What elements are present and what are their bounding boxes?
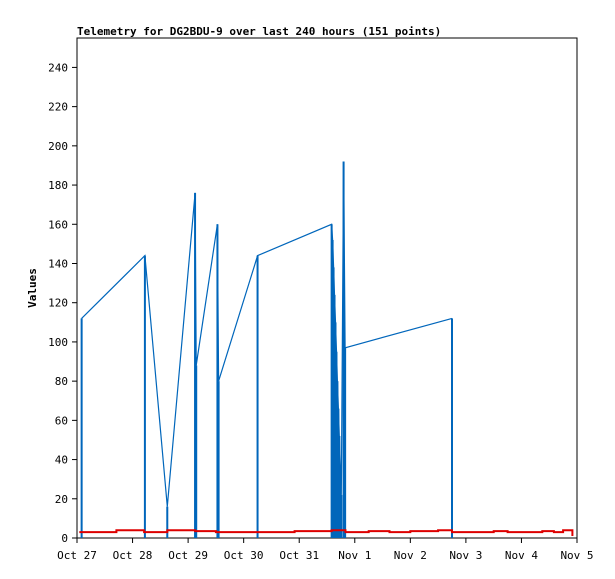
x-tick-label: Oct 27 [57,549,97,562]
y-tick-label: 120 [48,297,68,310]
plot-frame [76,37,578,539]
y-tick-label: 200 [48,140,68,153]
y-tick-label: 220 [48,101,68,114]
x-tick-label: Nov 3 [449,549,482,562]
y-tick-label: 180 [48,179,68,192]
y-axis: 0 20 40 60 80 100 120 140 160 180 200 220 240 [48,61,77,545]
telemetry-series-line [81,161,453,507]
x-tick-label: Oct 31 [279,549,319,562]
y-tick-label: 160 [48,218,68,231]
x-tick-label: Nov 4 [505,549,538,562]
y-axis-label: Values [26,268,39,308]
y-tick-label: 100 [48,336,68,349]
y-tick-label: 20 [55,493,68,506]
telemetry-step-line [79,529,574,536]
y-tick-label: 60 [55,414,68,427]
x-tick-label: Oct 30 [224,549,264,562]
y-tick-label: 140 [48,257,68,270]
x-tick-label: Oct 28 [113,549,153,562]
y-tick-label: 0 [61,532,68,545]
series-layer [79,161,574,538]
chart-title: Telemetry for DG2BDU-9 over last 240 hou… [77,25,441,38]
x-tick-label: Nov 5 [560,549,593,562]
y-tick-label: 80 [55,375,68,388]
x-tick-label: Nov 2 [394,549,427,562]
x-tick-label: Nov 1 [338,549,371,562]
y-tick-label: 240 [48,61,68,74]
x-axis: Oct 27 Oct 28 Oct 29 Oct 30 Oct 31 Nov 1 Nov 2… [57,538,594,562]
y-tick-label: 40 [55,454,68,467]
x-tick-label: Oct 29 [168,549,208,562]
